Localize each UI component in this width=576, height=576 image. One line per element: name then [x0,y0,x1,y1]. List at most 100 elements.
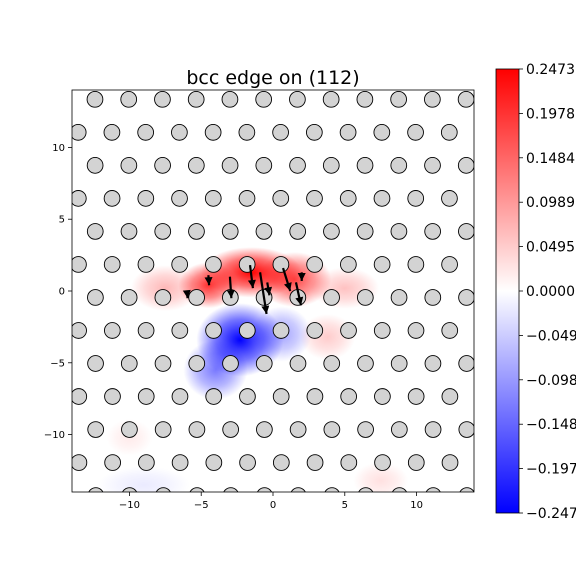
atom [390,355,408,372]
atom [238,322,256,339]
atom [88,487,104,492]
x-tick-label: 0 [270,500,276,511]
atom [188,355,206,372]
x-tick-label: 5 [342,500,348,511]
atom [340,256,357,273]
atom [221,157,239,174]
atom [306,322,324,339]
atom [204,190,222,207]
displacement-arrows [182,265,306,315]
atom [171,190,188,207]
atom [459,487,474,492]
atom [171,454,189,471]
atom [87,421,105,438]
atom [120,223,138,240]
displacement-arrow [282,267,292,292]
colorbar-tick-label: 0.0989 [526,195,575,211]
atom [222,355,239,372]
atom [272,190,290,207]
atom [373,256,391,273]
atom [154,90,171,108]
atom [289,157,306,174]
x-tick-label: −10 [119,500,140,511]
x-tick-label: −5 [194,500,209,511]
atom [289,421,307,438]
atom [289,90,306,108]
atom [306,256,323,273]
atom [103,256,121,273]
colorbar-tick-label: 0.1484 [526,151,575,167]
atom [356,289,374,306]
atom [103,190,121,207]
atom [223,487,239,492]
atom [255,90,273,108]
atom [104,454,121,471]
atom [138,454,155,471]
colorbar-tick-label: 0.2473 [526,62,575,78]
atom [373,124,391,141]
atom [238,124,256,141]
atom [441,454,459,471]
atom [407,322,425,339]
x-tick-label: 10 [410,500,423,511]
atom [340,388,358,405]
y-tick-label: 10 [52,143,65,154]
atom [222,421,239,438]
atom [358,487,374,492]
atom [256,421,273,438]
atom [306,454,324,471]
displacement-arrow [204,275,213,286]
atom [104,388,121,405]
atom [272,322,290,339]
atom [256,487,273,492]
atom [272,256,290,273]
y-tick-label: 5 [59,215,65,226]
atom [72,256,87,273]
atom [440,124,458,141]
atom [424,223,441,240]
atom [187,90,205,108]
atom [424,289,442,306]
atom [390,421,408,438]
atom [390,289,408,306]
atom [53,91,69,107]
atom [475,257,491,273]
plot-area [53,90,491,492]
y-tick-label: −10 [44,430,65,441]
x-axis: −10 −5 0 5 10 [119,492,423,511]
atom [137,256,155,273]
displacement-arrow [247,265,256,289]
atom [137,190,155,207]
atom [374,388,391,405]
atom [86,90,104,108]
colorbar-tick-label: −0.1484 [526,417,576,433]
atom [306,190,323,207]
field-blob [130,265,200,312]
atom [322,157,340,174]
atom [324,487,340,492]
colorbar-tick-label: 0.1978 [526,106,575,122]
colorbar-ticks: 0.2473 0.1978 0.1484 0.0989 0.0495 0.0000 −0.0… [519,62,576,522]
atom [441,190,458,207]
atom [457,90,474,108]
colorbar-tick-label: −0.2473 [526,506,576,522]
atom [390,90,407,108]
atom [120,289,138,306]
displacement-arrow [182,289,191,299]
atom [154,223,172,240]
colorbar-tick-label: 0.0000 [526,284,575,300]
atom [255,223,273,240]
atom [457,157,474,174]
atom-lattice [53,90,491,492]
atom [205,322,222,339]
atom [204,124,222,141]
field-blob [353,462,409,492]
atom [475,191,491,207]
atom [171,256,189,273]
atom [289,223,307,240]
atom [121,421,138,438]
atom [407,190,425,207]
field-blob [183,340,248,400]
atom [137,124,154,141]
atom [205,256,222,273]
